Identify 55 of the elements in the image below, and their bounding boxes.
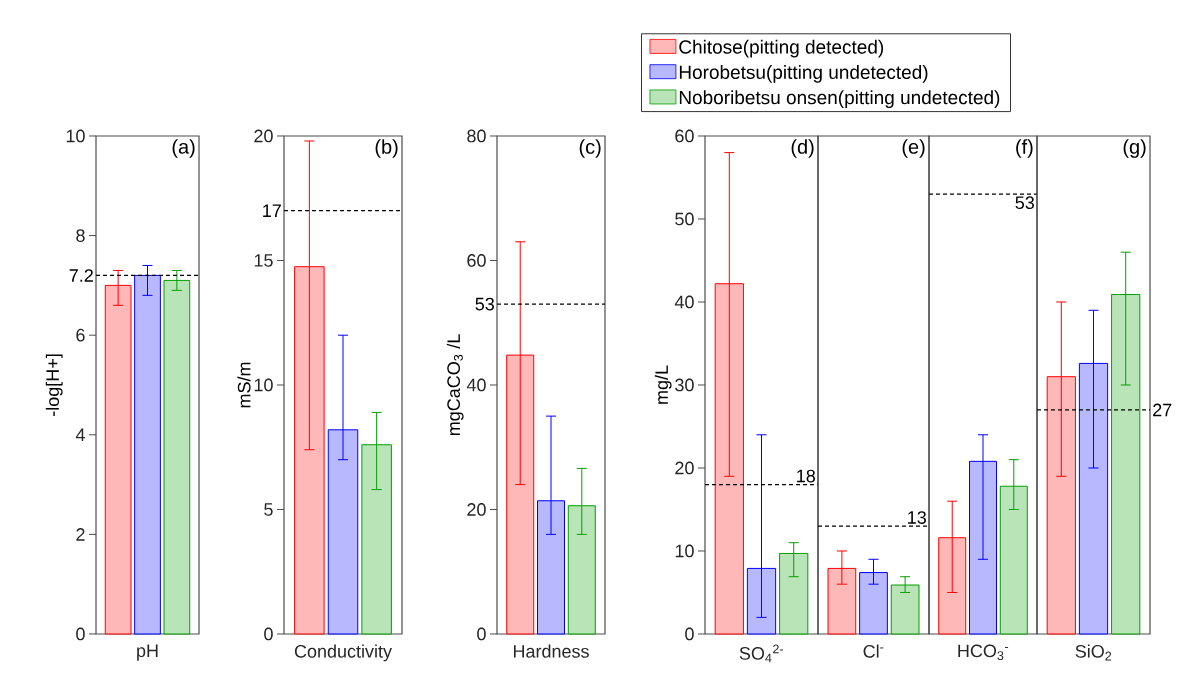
- y-axis-title: mS/m: [237, 362, 251, 408]
- y-tick-label: 20: [467, 503, 486, 516]
- ref-line-label: 53: [475, 297, 495, 311]
- chart-title: (b): [375, 139, 398, 158]
- y-tick-label: 2: [76, 528, 85, 541]
- y-tick-label: 10: [675, 544, 694, 558]
- chart-title: (d): [791, 139, 814, 158]
- y-tick-label: 8: [76, 229, 85, 242]
- ref-line-label: 7.2: [69, 269, 93, 282]
- ref-line-label: 13: [908, 511, 927, 524]
- y-axis-title: mg/L: [654, 365, 672, 404]
- y-tick-label: 60: [467, 254, 486, 267]
- bar: [163, 279, 191, 635]
- x-tick-label: HCO$_{3}$-: [958, 644, 1009, 661]
- y-tick-label: 0: [685, 627, 694, 641]
- y-tick-label: 15: [254, 254, 273, 267]
- x-tick-label: Hardness: [513, 644, 589, 658]
- legend-label: Horobetsu(pitting undetected): [679, 65, 928, 83]
- ref-line-label: 53: [1015, 196, 1035, 210]
- x-tick-label: Conductivity: [294, 644, 392, 662]
- y-tick-label: 60: [675, 129, 694, 143]
- y-tick-label: 5: [264, 503, 273, 516]
- y-tick-label: 10: [254, 378, 273, 392]
- y-tick-label: 6: [76, 328, 85, 342]
- y-tick-label: 30: [675, 378, 694, 392]
- ref-line-label: 27: [1153, 403, 1172, 417]
- y-tick-label: 10: [66, 129, 85, 143]
- bar: [134, 274, 161, 635]
- legend-label: Noboribetsu onsen(pitting undetected): [679, 90, 1000, 109]
- y-axis-title: mgCaCO$_{3}$ /L: [446, 334, 464, 436]
- y-tick-label: 20: [675, 461, 694, 475]
- chart-title: (e): [902, 139, 925, 158]
- chart-title: (c): [579, 139, 601, 158]
- y-tick-label: 50: [675, 212, 694, 226]
- y-tick-label: 4: [75, 428, 85, 441]
- bar: [104, 284, 132, 635]
- y-tick-label: 40: [674, 295, 694, 309]
- y-tick-label: 0: [264, 627, 273, 641]
- y-tick-label: 20: [254, 129, 273, 143]
- bar: [779, 552, 809, 635]
- ref-line-label: 17: [263, 204, 281, 217]
- chart-title: (a): [172, 139, 195, 158]
- y-tick-label: 80: [467, 129, 486, 143]
- y-tick-label: 0: [76, 627, 85, 641]
- y-axis-title: -log[H+]: [45, 354, 63, 416]
- x-tick-label: SO$_{4}$2-: [739, 644, 784, 663]
- x-tick-label: pH: [137, 644, 158, 661]
- x-tick-label: SiO$_{2}$: [1075, 644, 1112, 661]
- ref-line-label: 18: [797, 469, 816, 483]
- y-tick-label: 40: [466, 378, 486, 392]
- y-tick-label: 0: [477, 627, 486, 641]
- x-tick-label: Cl$^{-}$: [863, 644, 884, 658]
- chart-title: (f): [1016, 139, 1033, 158]
- legend-label: Chitose(pitting detected): [679, 39, 884, 58]
- chart-title: (g): [1123, 139, 1146, 158]
